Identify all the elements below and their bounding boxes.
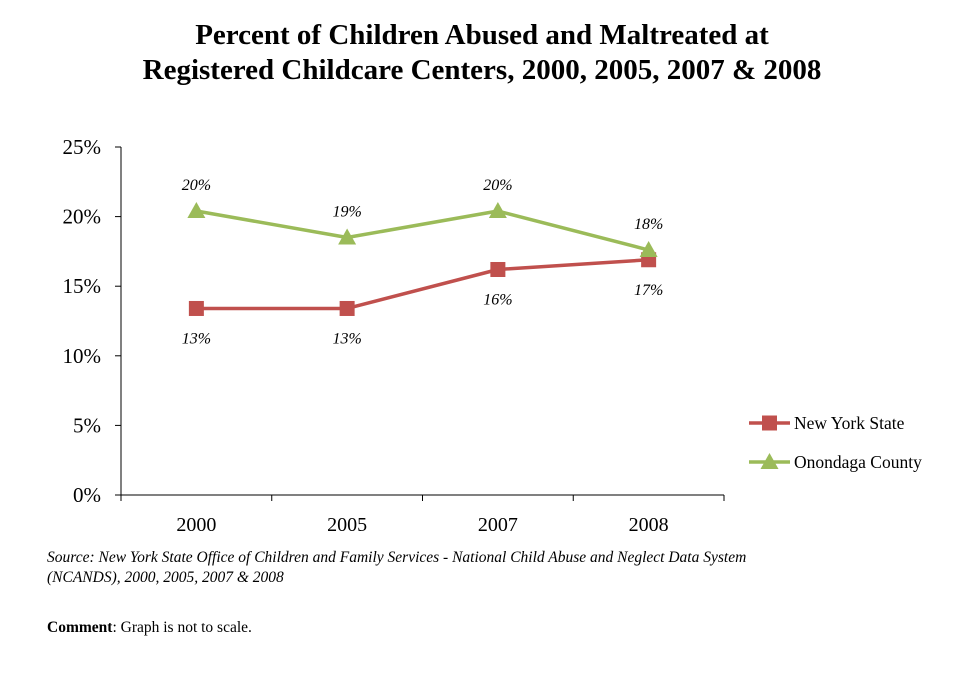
data-point-new-york-state bbox=[339, 300, 355, 316]
comment-text: : Graph is not to scale. bbox=[112, 619, 252, 636]
line-chart: 0% 5% 10% 15% 20% 25% 2000 2005 2007 2008 13% 13% 16… bbox=[63, 135, 923, 536]
legend-label-onondaga-county: Onondaga County bbox=[794, 452, 922, 472]
x-tick-label: 2008 bbox=[629, 514, 669, 536]
data-label-onondaga-county: 20% bbox=[483, 177, 512, 194]
y-tick-label: 0% bbox=[73, 483, 101, 507]
data-label-new-york-state: 17% bbox=[634, 282, 663, 299]
data-point-new-york-state bbox=[490, 261, 506, 277]
data-label-new-york-state: 13% bbox=[182, 330, 211, 347]
data-point-new-york-state bbox=[188, 300, 204, 316]
x-tick-label: 2000 bbox=[176, 514, 216, 536]
x-tick-label: 2007 bbox=[478, 514, 518, 536]
legend-marker-new-york-state bbox=[762, 415, 777, 431]
data-label-onondaga-county: 19% bbox=[332, 203, 361, 220]
chart-title: Percent of Children Abused and Maltreate… bbox=[0, 18, 964, 88]
source-note: Source: New York State Office of Childre… bbox=[47, 549, 747, 586]
y-tick-label: 10% bbox=[63, 344, 102, 368]
data-label-onondaga-county: 20% bbox=[182, 177, 211, 194]
x-tick-label: 2005 bbox=[327, 514, 367, 536]
y-tick-label: 20% bbox=[63, 205, 102, 229]
chart-title-line-1: Percent of Children Abused and Maltreate… bbox=[195, 19, 769, 51]
series-line-new-york-state bbox=[196, 258, 649, 311]
series-line-onondaga-county bbox=[196, 209, 650, 252]
data-label-onondaga-county: 18% bbox=[634, 216, 663, 233]
chart-title-line-2: Registered Childcare Centers, 2000, 2005… bbox=[142, 54, 822, 86]
legend-marker-onondaga-county bbox=[760, 453, 779, 469]
comment-label: Comment bbox=[47, 619, 113, 636]
y-tick-label: 5% bbox=[73, 413, 101, 437]
data-point-onondaga-county bbox=[639, 241, 658, 258]
y-tick-label: 25% bbox=[63, 135, 102, 159]
data-label-new-york-state: 16% bbox=[483, 291, 512, 308]
data-label-new-york-state: 13% bbox=[332, 330, 361, 347]
data-point-onondaga-county bbox=[488, 202, 507, 219]
legend-label-new-york-state: New York State bbox=[794, 413, 905, 433]
data-point-onondaga-county bbox=[187, 202, 206, 219]
y-tick-label: 15% bbox=[63, 274, 102, 298]
data-point-onondaga-county bbox=[338, 228, 357, 245]
comment-note: Comment: Graph is not to scale. bbox=[47, 619, 252, 637]
